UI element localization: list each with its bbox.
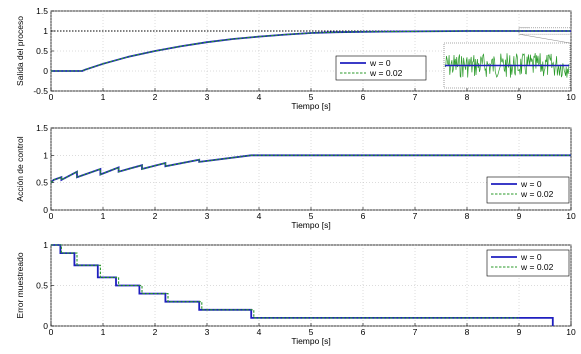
x-tick-label: 0 [49,211,54,221]
series-line-w002 [50,154,571,184]
x-tick-label: 8 [465,327,470,337]
y-tick-label: 1.5 [36,6,48,16]
x-tick-label: 9 [517,92,522,102]
x-tick-label: 4 [257,92,262,102]
x-tick-label: 4 [257,327,262,337]
x-tick-label: 5 [309,92,314,102]
inset-noise-line [444,53,570,79]
x-tick-label: 2 [153,327,158,337]
x-tick-label: 7 [413,211,418,221]
x-tick-label: 7 [413,92,418,102]
legend: w = 0w = 0.02 [486,249,570,277]
y-tick-label: 1.5 [36,123,48,133]
legend: w = 0w = 0.02 [486,176,570,204]
x-tick-label: 10 [566,327,576,337]
legend-label: w = 0 [520,179,542,189]
x-axis-label: Tiempo [s] [291,101,330,111]
y-axis-label: Error muestreado [15,252,25,318]
x-axis-label: Tiempo [s] [291,336,330,346]
x-tick-label: 2 [153,211,158,221]
y-axis-label: Salida del proceso [15,16,25,86]
x-tick-label: 5 [309,327,314,337]
y-tick-label: 1 [43,240,48,250]
x-tick-label: 6 [361,327,366,337]
x-axis-label: Tiempo [s] [291,220,330,230]
y-tick-label: 0 [43,205,48,215]
x-tick-label: 1 [101,327,106,337]
x-tick-label: 4 [257,211,262,221]
legend: w = 0w = 0.02 [335,55,427,81]
y-tick-label: 0 [43,321,48,331]
y-tick-label: 1 [43,26,48,36]
subplot-3: 0 1 2 3 4 5 6 7 8 9 10 0 0.5 1 Tiempo [s] Error muestre… [15,240,576,346]
x-tick-label: 7 [413,327,418,337]
legend-box [486,249,570,277]
x-tick-label: 2 [153,92,158,102]
zoom-connector [518,33,571,44]
y-tick-label: 0.5 [36,178,48,188]
y-axis-label: Acción de control [15,136,25,201]
x-tick-label: 3 [205,327,210,337]
series-line-w002 [51,244,519,319]
zoom-region [518,27,572,35]
x-tick-label: 10 [566,92,576,102]
x-tick-label: 8 [465,92,470,102]
x-tick-label: 3 [205,211,210,221]
series-line-w002 [51,30,571,72]
x-tick-label: 1 [101,92,106,102]
y-tick-label: 0.5 [36,46,48,56]
x-tick-label: 3 [205,92,210,102]
x-tick-label: 8 [465,211,470,221]
x-tick-label: 6 [361,92,366,102]
legend-box [335,55,427,81]
legend-label: w = 0 [520,252,542,262]
legend-label: w = 0.02 [520,262,554,272]
x-tick-label: 10 [566,211,576,221]
y-tick-label: 1 [43,150,48,160]
legend-label: w = 0 [369,58,391,68]
x-tick-label: 1 [101,211,106,221]
x-tick-label: 5 [309,211,314,221]
y-tick-label: 0 [43,66,48,76]
plot-frame [50,127,572,211]
legend-box [486,176,570,204]
x-tick-label: 6 [361,211,366,221]
y-tick-label: 0.5 [36,281,48,291]
legend-label: w = 0.02 [520,189,554,199]
x-tick-label: 0 [49,327,54,337]
x-tick-label: 9 [517,211,522,221]
y-tick-label: -0.5 [33,86,48,96]
legend-label: w = 0.02 [369,68,403,78]
x-tick-label: 0 [49,92,54,102]
x-tick-label: 9 [517,327,522,337]
subplot-2: 0 1 2 3 4 5 6 7 8 9 10 0 0.5 1 1.5 Tiempo [s] Acción de … [15,123,576,230]
